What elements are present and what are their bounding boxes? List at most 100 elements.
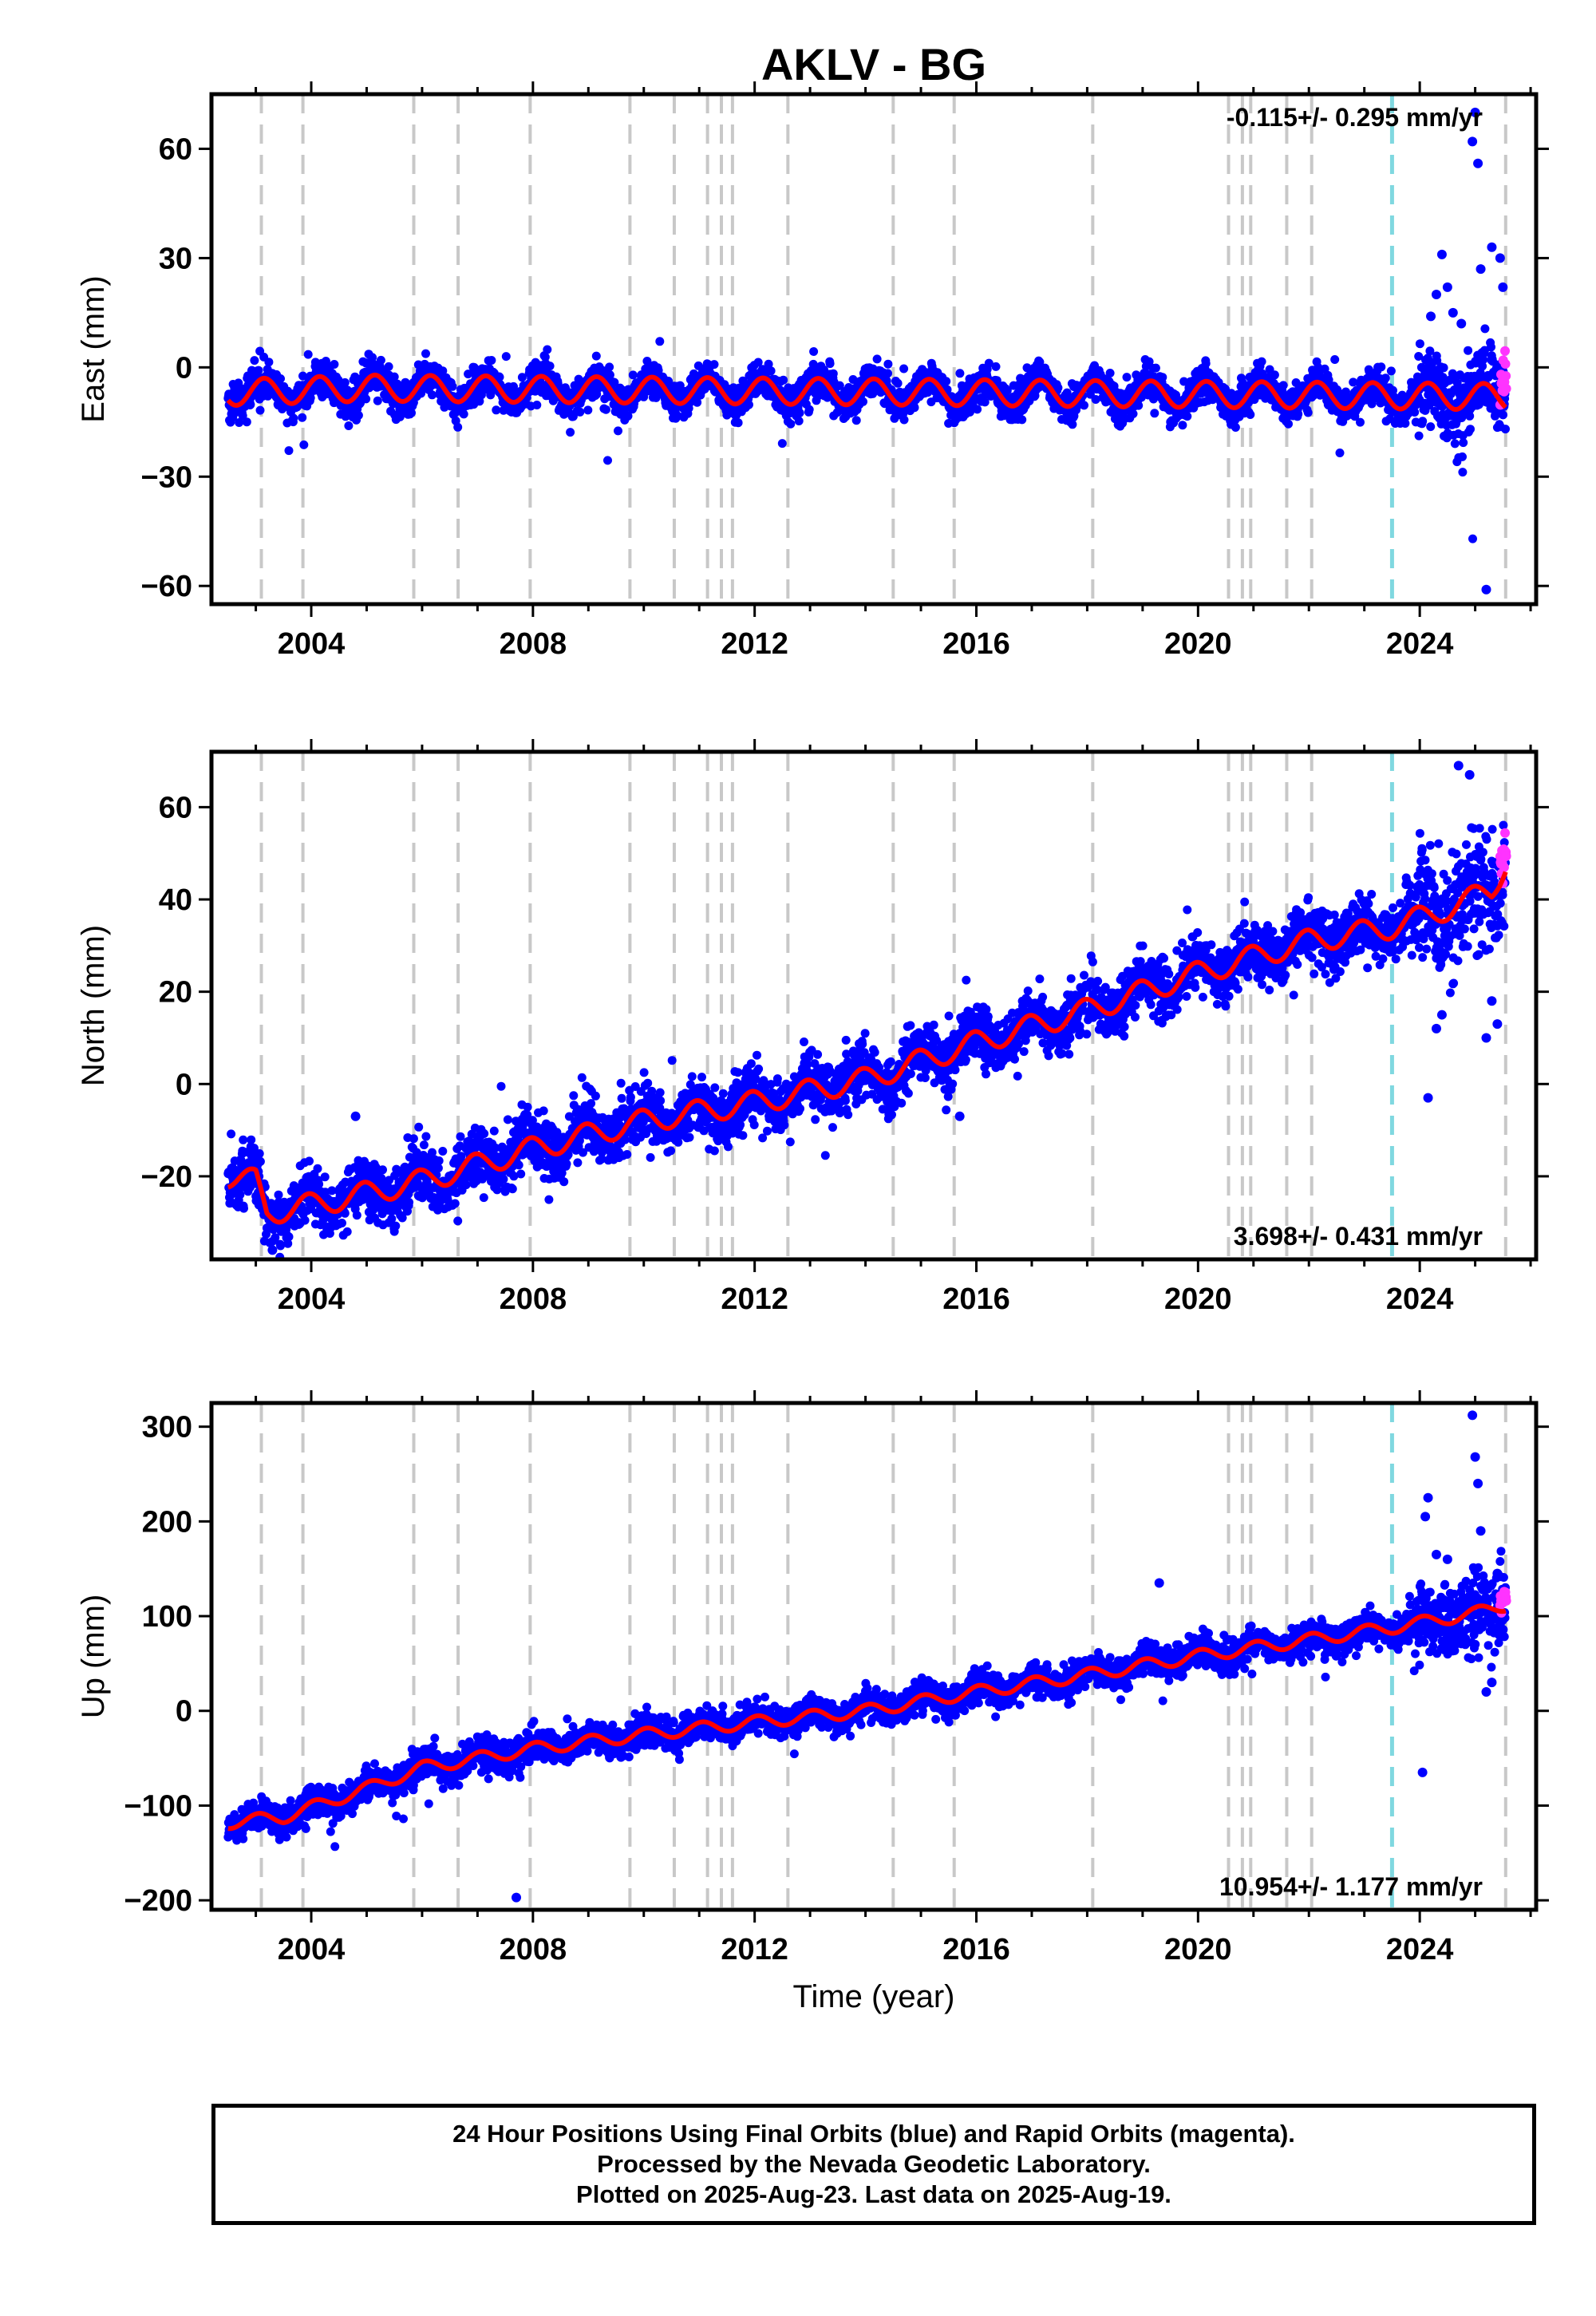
final-point xyxy=(1464,346,1473,355)
final-point xyxy=(1144,357,1154,366)
final-point xyxy=(1128,409,1138,418)
final-point xyxy=(434,1156,444,1165)
final-point xyxy=(614,426,622,436)
final-point xyxy=(255,1149,264,1158)
final-point xyxy=(480,1129,489,1138)
final-point xyxy=(828,369,838,378)
y-tick-label: 0 xyxy=(176,351,192,385)
final-point xyxy=(523,1102,532,1112)
final-point xyxy=(753,358,763,367)
final-point xyxy=(300,1215,310,1225)
final-point xyxy=(1105,369,1115,377)
final-point xyxy=(499,1175,508,1184)
final-point xyxy=(1471,358,1480,368)
final-point xyxy=(496,1081,506,1091)
final-point xyxy=(766,366,776,376)
final-point xyxy=(464,370,473,379)
outlier-point xyxy=(1473,158,1483,168)
x-tick-label: 2020 xyxy=(1164,627,1232,661)
final-point xyxy=(236,384,246,393)
final-point xyxy=(453,1216,463,1226)
final-point xyxy=(235,1190,245,1199)
final-point xyxy=(276,374,285,383)
final-point xyxy=(320,1172,330,1182)
final-point xyxy=(562,1159,571,1168)
final-point xyxy=(414,1122,424,1132)
final-point xyxy=(409,1134,418,1144)
final-point xyxy=(1091,395,1100,404)
final-point xyxy=(1426,422,1436,432)
final-point xyxy=(453,422,463,432)
final-point xyxy=(1183,412,1192,421)
final-point xyxy=(544,1195,554,1204)
final-point xyxy=(255,405,265,415)
x-tick-label: 2016 xyxy=(942,627,1010,661)
final-point xyxy=(605,370,614,380)
final-point xyxy=(777,439,787,449)
final-point xyxy=(566,428,575,437)
outlier-point xyxy=(1462,406,1472,417)
plot-area xyxy=(223,752,1511,1259)
outlier-point xyxy=(1448,307,1458,318)
final-point xyxy=(352,1211,361,1220)
final-point xyxy=(284,1232,294,1242)
final-point xyxy=(1439,363,1448,373)
x-tick-label: 2024 xyxy=(1386,627,1454,661)
final-point xyxy=(1418,417,1428,426)
y-axis-label: East (mm) xyxy=(76,275,111,422)
final-point xyxy=(623,411,633,421)
final-point xyxy=(851,416,861,425)
final-point xyxy=(1122,373,1132,382)
final-point xyxy=(991,362,1001,371)
final-point xyxy=(1356,417,1365,427)
final-point xyxy=(438,1147,448,1156)
final-point xyxy=(603,456,612,465)
final-point xyxy=(239,1203,248,1213)
final-point xyxy=(373,396,382,405)
final-point xyxy=(1432,356,1442,366)
final-point xyxy=(514,1160,523,1170)
final-point xyxy=(1257,357,1266,366)
y-tick-label: −60 xyxy=(141,570,192,603)
final-point xyxy=(354,410,363,420)
final-point xyxy=(264,358,274,367)
final-point xyxy=(242,417,251,427)
final-point xyxy=(517,373,527,382)
final-point xyxy=(539,1106,548,1116)
final-point xyxy=(250,356,259,366)
final-point xyxy=(655,337,665,346)
final-point xyxy=(980,397,990,407)
outlier-point xyxy=(1476,264,1486,275)
final-point xyxy=(1201,359,1211,368)
final-point xyxy=(1179,377,1189,386)
final-point xyxy=(893,378,903,388)
final-point xyxy=(492,405,501,415)
final-point xyxy=(942,377,951,386)
final-point xyxy=(559,1177,569,1187)
final-point xyxy=(344,421,354,430)
final-point xyxy=(391,1221,401,1231)
final-point xyxy=(235,418,244,427)
final-point xyxy=(305,1156,314,1166)
final-point xyxy=(610,377,619,387)
final-point xyxy=(601,405,610,414)
final-point xyxy=(1480,324,1490,334)
final-point xyxy=(1349,377,1358,387)
final-point xyxy=(476,390,486,400)
final-point xyxy=(545,362,555,371)
final-point xyxy=(1068,420,1077,429)
final-point xyxy=(1410,408,1420,417)
final-point xyxy=(1246,410,1255,419)
final-point xyxy=(779,375,788,385)
final-point xyxy=(250,1144,259,1153)
final-point xyxy=(1452,378,1462,388)
final-point xyxy=(376,355,385,365)
final-point xyxy=(1080,401,1088,410)
final-point xyxy=(313,1164,322,1173)
final-point xyxy=(503,1115,512,1124)
final-point xyxy=(456,1132,465,1141)
x-tick-label: 2012 xyxy=(721,627,788,661)
final-point xyxy=(227,1129,236,1139)
final-point xyxy=(733,418,743,428)
final-point xyxy=(872,354,882,364)
